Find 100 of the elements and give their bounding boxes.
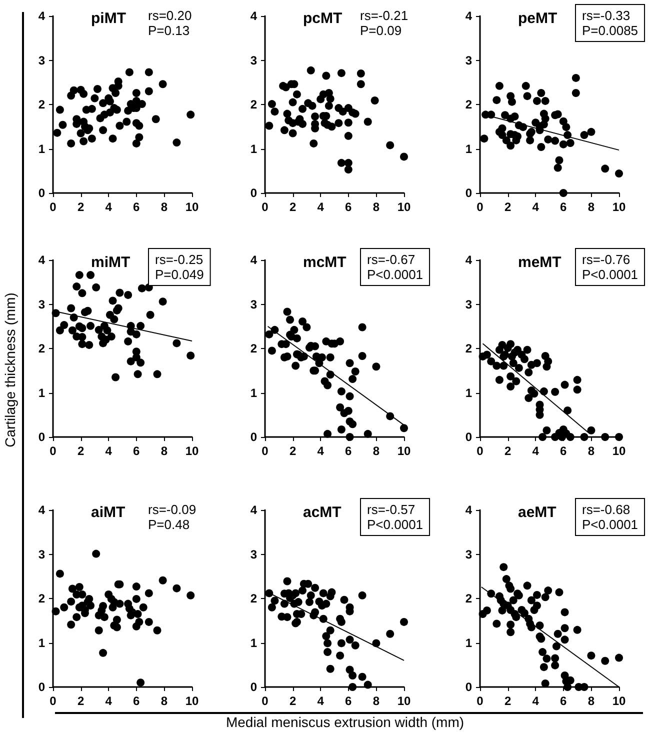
y-tick-label: 3 [38,547,46,562]
x-tick-label: 2 [289,694,296,708]
x-tick-label: 6 [133,444,140,458]
x-tick-label: 2 [77,444,84,458]
y-tick-label: 3 [38,297,46,312]
x-tick-label: 0 [50,694,57,708]
y-tick-label: 3 [465,53,472,68]
x-tick-label: 8 [372,444,380,458]
x-tick-label: 2 [289,444,296,458]
x-tick-label: 6 [345,200,352,214]
annotation: rs=-0.68 [582,502,630,517]
y-tick-label: 2 [38,342,46,356]
x-tick-label: 0 [50,200,57,214]
y-tick-label: 3 [250,547,258,562]
chart-title: mcMT [303,254,346,271]
x-tick-label: 8 [160,694,168,708]
annotation: P<0.0001 [582,517,638,532]
x-tick-label: 6 [133,200,140,214]
x-tick-label: 2 [289,200,296,214]
x-tick-label: 10 [612,444,626,458]
y-tick-label: 1 [465,386,472,400]
y-tick-label: 0 [465,186,472,200]
annotation: P=0.48 [148,517,190,532]
y-tick-label: 1 [465,142,472,156]
x-tick-label: 10 [612,200,626,214]
x-tick-label: 6 [345,694,352,708]
x-tick-label: 8 [372,694,380,708]
x-tick-label: 4 [317,444,324,458]
y-tick-label: 2 [465,592,472,606]
annotation: rs=-0.57 [367,502,416,517]
x-tick-label: 0 [476,200,484,214]
x-tick-label: 10 [612,694,626,708]
x-tick-label: 6 [345,444,352,458]
y-tick-label: 2 [250,342,258,356]
x-tick-label: 6 [560,444,568,458]
y-tick-label: 1 [250,386,258,400]
x-tick-label: 6 [560,694,568,708]
x-tick-label: 4 [105,200,112,214]
x-tick-label: 2 [504,694,512,708]
y-tick-label: 1 [250,636,258,650]
x-tick-label: 0 [262,444,269,458]
x-tick-label: 2 [77,694,84,708]
x-tick-label: 2 [504,444,512,458]
y-tick-label: 2 [465,342,472,356]
x-tick-label: 4 [532,200,540,214]
x-tick-label: 10 [185,200,199,214]
y-tick-label: 2 [250,98,258,112]
x-tick-label: 4 [532,694,540,708]
y-tick-label: 1 [38,386,46,400]
y-tick-label: 1 [465,636,472,650]
annotation: rs=0.20 [148,8,192,23]
annotation: P=0.09 [360,23,402,38]
y-tick-label: 1 [38,142,46,156]
chart-title: meMT [518,254,562,271]
x-tick-label: 8 [160,444,168,458]
y-tick-label: 0 [38,680,46,694]
annotation: P<0.0001 [367,267,424,282]
x-tick-label: 2 [504,200,512,214]
y-tick-label: 2 [465,98,472,112]
y-tick-label: 3 [465,297,472,312]
y-tick-label: 4 [38,9,46,23]
annotation: P=0.049 [155,267,204,282]
x-tick-label: 0 [476,444,484,458]
x-tick-label: 4 [317,200,324,214]
annotation: rs=-0.21 [360,8,408,23]
y-tick-label: 3 [465,547,472,562]
x-tick-label: 8 [372,200,380,214]
y-tick-label: 4 [38,253,46,267]
y-tick-label: 2 [38,592,46,606]
x-tick-label: 10 [397,444,411,458]
chart-title: peMT [518,10,558,27]
y-tick-label: 0 [250,430,258,444]
y-tick-label: 0 [465,680,472,694]
x-tick-label: 4 [532,444,540,458]
y-tick-label: 4 [465,9,472,23]
y-tick-label: 1 [38,636,46,650]
annotation: P=0.13 [148,23,190,38]
y-tick-label: 4 [465,253,472,267]
chart-title: piMT [91,10,126,27]
annotation: P<0.0001 [367,517,424,532]
annotation: P<0.0001 [582,267,638,282]
x-tick-label: 4 [317,694,324,708]
annotation: rs=-0.09 [148,502,196,517]
y-tick-label: 1 [250,142,258,156]
x-tick-label: 8 [588,694,595,708]
y-tick-label: 3 [250,297,258,312]
y-tick-label: 2 [38,98,46,112]
x-tick-label: 0 [50,444,57,458]
x-tick-label: 2 [77,200,84,214]
chart-title: aeMT [518,504,556,521]
y-tick-label: 4 [38,503,46,517]
x-tick-label: 0 [262,694,269,708]
x-axis-title: Medial meniscus extrusion width (mm) [226,714,464,730]
chart-title: pcMT [303,10,342,27]
x-tick-label: 0 [262,200,269,214]
y-tick-label: 0 [465,430,472,444]
y-tick-label: 0 [38,186,46,200]
y-tick-label: 4 [250,503,258,517]
x-tick-label: 8 [588,200,595,214]
y-tick-label: 2 [250,592,258,606]
